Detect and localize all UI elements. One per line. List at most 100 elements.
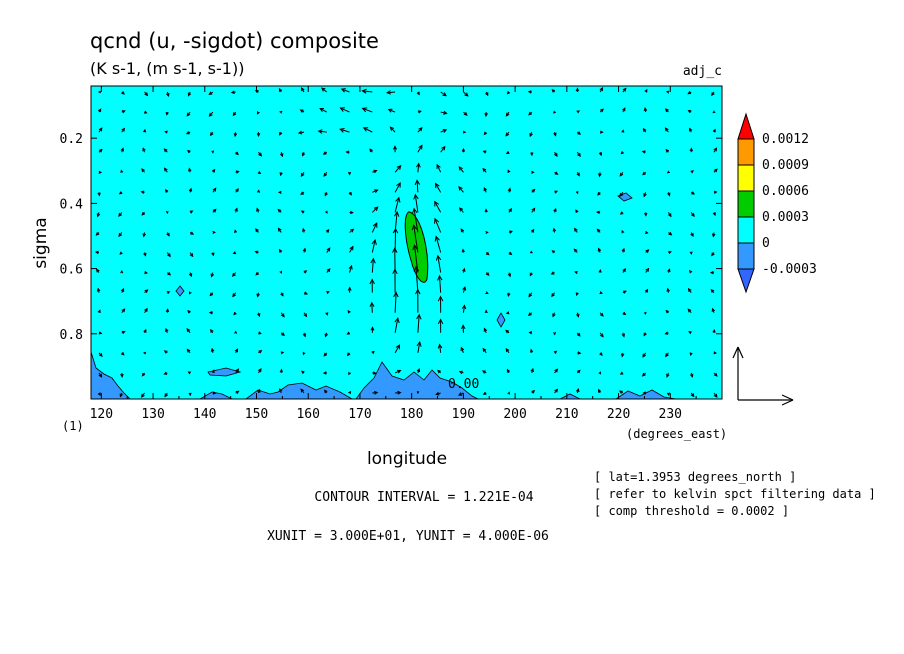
vector-arrow	[529, 272, 533, 277]
vector-arrow	[97, 192, 101, 197]
vector-arrow	[577, 351, 582, 355]
vector-arrow	[435, 182, 442, 193]
vector-arrow	[529, 131, 533, 138]
vector-arrow	[668, 231, 673, 236]
vector-arrow	[461, 248, 466, 253]
vector-arrow	[187, 310, 191, 314]
vector-arrow	[576, 387, 580, 394]
reference-vector	[732, 346, 794, 406]
vector-arrow	[416, 368, 421, 374]
vector-arrow	[297, 130, 305, 135]
vector-arrow	[186, 348, 191, 354]
vector-arrow	[687, 308, 692, 314]
vector-arrow	[98, 108, 102, 113]
vector-arrow	[280, 351, 285, 355]
colorbar-swatch	[737, 138, 755, 166]
vector-arrow	[643, 192, 647, 198]
vector-arrow	[369, 148, 373, 153]
vector-arrow	[416, 162, 421, 173]
vector-arrow	[257, 312, 261, 318]
colorbar-label: 0	[762, 236, 770, 251]
vector-arrow	[506, 91, 511, 95]
vector-arrow	[323, 389, 328, 394]
vector-arrow	[322, 371, 327, 375]
vector-arrow	[235, 188, 239, 193]
vector-arrow	[440, 110, 448, 115]
chart-title: qcnd (u, -sigdot) composite	[90, 29, 379, 53]
vector-arrow	[349, 210, 354, 215]
y-axis-note: (1)	[62, 419, 84, 433]
colorbar: 0.0012 0.0009 0.0006 0.0003 0 -0.0003	[737, 112, 817, 294]
vector-arrow	[233, 311, 237, 316]
vector-arrow	[483, 186, 488, 193]
vector-arrow	[210, 347, 215, 353]
vector-arrow	[690, 212, 695, 218]
vector-arrow	[303, 312, 308, 318]
vector-arrow	[508, 230, 513, 234]
vector-arrow	[554, 190, 559, 194]
vector-arrow	[394, 164, 402, 173]
vector-arrow	[166, 232, 170, 237]
vector-arrow	[619, 192, 624, 197]
vector-field	[94, 87, 718, 398]
vector-arrow	[189, 231, 195, 235]
vector-arrow	[120, 287, 125, 293]
vector-arrow	[235, 151, 239, 156]
vector-arrow	[256, 292, 260, 298]
vector-arrow	[550, 271, 555, 275]
vector-arrow	[302, 247, 307, 253]
vector-arrow	[119, 251, 123, 255]
vector-arrow	[528, 292, 533, 298]
vector-arrow	[164, 130, 168, 134]
vector-arrow	[689, 372, 694, 378]
vector-arrow	[98, 170, 103, 174]
vector-arrow	[234, 330, 238, 334]
vector-arrow	[458, 166, 464, 173]
vector-arrow	[644, 88, 648, 93]
vector-arrow	[394, 369, 402, 374]
vector-arrow	[208, 91, 214, 95]
x-tick-label: 220	[607, 407, 630, 422]
vector-arrow	[644, 288, 649, 293]
vector-arrow	[163, 350, 168, 354]
vector-arrow	[346, 331, 351, 335]
vector-arrow	[529, 250, 533, 254]
vector-arrow	[485, 251, 490, 256]
vector-arrow	[531, 188, 536, 193]
vector-arrow	[144, 307, 148, 314]
vector-arrow	[643, 107, 648, 113]
negative-region	[90, 351, 131, 400]
vector-arrow	[118, 212, 123, 217]
vector-arrow	[689, 251, 693, 255]
vector-arrow	[666, 170, 671, 174]
vector-arrow	[505, 150, 510, 154]
vector-arrow	[94, 250, 100, 255]
vector-arrow	[300, 87, 305, 93]
vector-arrow	[348, 264, 353, 273]
x-tick-label: 120	[90, 407, 113, 422]
vector-arrow	[165, 308, 170, 313]
colorbar-swatch	[737, 242, 755, 270]
vector-arrow	[258, 151, 263, 157]
vector-arrow	[690, 232, 694, 238]
vector-arrow	[644, 230, 649, 234]
vector-arrow	[413, 265, 420, 293]
vector-arrow	[255, 228, 259, 233]
vector-arrow	[462, 286, 467, 293]
vector-arrow	[664, 127, 669, 133]
vector-arrow	[483, 131, 488, 136]
vector-arrow	[416, 391, 420, 395]
vector-arrow	[458, 392, 464, 396]
vector-arrow	[688, 331, 692, 335]
vector-arrow	[688, 127, 693, 133]
x-axis-units: (degrees_east)	[626, 427, 727, 441]
vector-arrow	[462, 130, 467, 134]
vector-arrow	[417, 127, 423, 133]
vector-arrow	[711, 252, 715, 257]
vector-arrow	[301, 152, 306, 157]
y-tick-label: 0.8	[60, 328, 83, 343]
vector-arrow	[186, 328, 191, 334]
vector-arrow	[371, 206, 379, 213]
vector-arrow	[121, 352, 125, 356]
vector-arrow	[325, 312, 329, 316]
